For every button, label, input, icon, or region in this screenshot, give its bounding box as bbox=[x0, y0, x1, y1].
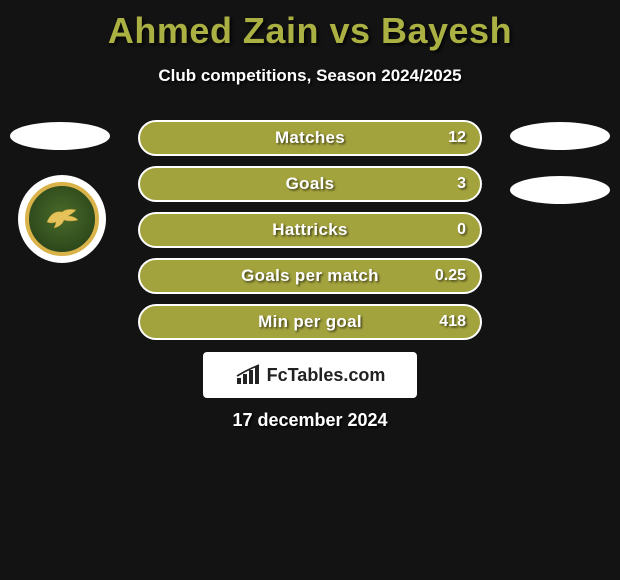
stat-value: 0.25 bbox=[435, 267, 466, 285]
branding-text: FcTables.com bbox=[267, 365, 386, 386]
player-left-placeholder bbox=[10, 122, 110, 150]
player-right-placeholder-1 bbox=[510, 122, 610, 150]
stat-value: 12 bbox=[448, 129, 466, 147]
club-badge-inner bbox=[25, 182, 99, 256]
stat-value: 0 bbox=[457, 221, 466, 239]
stat-row-min-per-goal: Min per goal 418 bbox=[138, 304, 482, 340]
stat-row-goals: Goals 3 bbox=[138, 166, 482, 202]
bars-icon bbox=[235, 364, 261, 386]
player-right-placeholder-2 bbox=[510, 176, 610, 204]
page-subtitle: Club competitions, Season 2024/2025 bbox=[0, 66, 620, 86]
stat-row-matches: Matches 12 bbox=[138, 120, 482, 156]
stat-label: Goals bbox=[286, 174, 335, 194]
branding-badge: FcTables.com bbox=[203, 352, 417, 398]
stat-value: 3 bbox=[457, 175, 466, 193]
date-text: 17 december 2024 bbox=[0, 410, 620, 431]
stat-value: 418 bbox=[439, 313, 466, 331]
stat-label: Matches bbox=[275, 128, 345, 148]
stat-row-hattricks: Hattricks 0 bbox=[138, 212, 482, 248]
stat-label: Min per goal bbox=[258, 312, 362, 332]
page-title: Ahmed Zain vs Bayesh bbox=[0, 0, 620, 52]
eagle-icon bbox=[42, 204, 82, 234]
stat-row-goals-per-match: Goals per match 0.25 bbox=[138, 258, 482, 294]
stats-list: Matches 12 Goals 3 Hattricks 0 Goals per… bbox=[138, 120, 482, 350]
stat-label: Goals per match bbox=[241, 266, 379, 286]
stat-label: Hattricks bbox=[272, 220, 347, 240]
club-badge bbox=[18, 175, 106, 263]
